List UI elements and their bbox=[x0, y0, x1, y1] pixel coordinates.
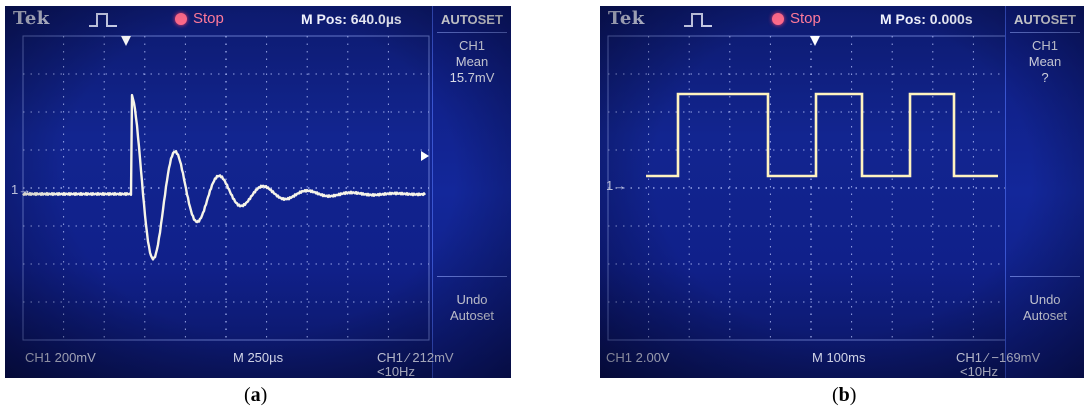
run-status: Stop bbox=[790, 10, 821, 27]
measure-type[interactable]: Mean bbox=[455, 54, 489, 69]
measure-value: 15.7mV bbox=[449, 70, 495, 85]
ground-marker: 1→ bbox=[606, 178, 627, 193]
trigger-level-icon bbox=[421, 151, 429, 161]
waveform-trace-b bbox=[646, 92, 998, 178]
timebase: M 250µs bbox=[233, 350, 284, 365]
caption-b: (b) bbox=[832, 384, 857, 406]
undo-autoset-label: Autoset bbox=[1022, 308, 1068, 323]
readout-bar-a: CH1 200mV M 250µs CH1 ∕ 212mV <10Hz bbox=[5, 344, 511, 378]
measure-value: ? bbox=[1041, 70, 1049, 85]
stop-indicator-icon bbox=[772, 13, 784, 25]
horizontal-position: M Pos: 0.000s bbox=[880, 11, 973, 27]
pulse-trigger-icon bbox=[89, 13, 117, 27]
menu-divider bbox=[437, 276, 507, 277]
trigger-frequency: <10Hz bbox=[960, 364, 998, 378]
menu-divider bbox=[1010, 32, 1080, 33]
undo-autoset-label: Autoset bbox=[449, 308, 495, 323]
measure-source[interactable]: CH1 bbox=[1031, 38, 1058, 53]
measure-source[interactable]: CH1 bbox=[458, 38, 485, 53]
brand-label: Tek bbox=[608, 8, 645, 29]
undo-autoset-button[interactable]: Undo bbox=[1029, 292, 1061, 307]
stop-indicator-icon bbox=[175, 13, 187, 25]
trigger-level: CH1 ∕ 212mV bbox=[377, 350, 454, 365]
menu-divider bbox=[437, 32, 507, 33]
brand-label: Tek bbox=[13, 8, 50, 29]
menu-title: AUTOSET bbox=[1014, 12, 1076, 27]
side-menu-a: AUTOSET CH1 Mean 15.7mV Undo Autoset bbox=[432, 6, 511, 378]
run-status: Stop bbox=[193, 10, 224, 27]
oscilloscope-photo-b: Tek Stop M Pos: 0.000s AUTOSET CH1 Mean … bbox=[600, 6, 1084, 378]
channel-scale: CH1 200mV bbox=[25, 350, 96, 365]
menu-title: AUTOSET bbox=[441, 12, 503, 27]
horizontal-position: M Pos: 640.0µs bbox=[301, 11, 402, 27]
trigger-level: CH1 ∕ −169mV bbox=[956, 350, 1041, 365]
readout-bar-b: CH1 2.00V M 100ms CH1 ∕ −169mV <10Hz bbox=[600, 344, 1084, 378]
timebase: M 100ms bbox=[812, 350, 866, 365]
side-menu-b: AUTOSET CH1 Mean ? Undo Autoset bbox=[1005, 6, 1084, 378]
caption-a: (a) bbox=[244, 384, 268, 406]
oscilloscope-photo-a: Tek Stop M Pos: 640.0µs AUTOSET CH1 Mean… bbox=[5, 6, 511, 378]
ground-marker: 1→ bbox=[11, 182, 32, 197]
waveform-trace-a bbox=[22, 93, 426, 261]
channel-scale: CH1 2.00V bbox=[606, 350, 670, 365]
trigger-frequency: <10Hz bbox=[377, 364, 415, 378]
menu-divider bbox=[1010, 276, 1080, 277]
measure-type[interactable]: Mean bbox=[1028, 54, 1062, 69]
pulse-trigger-icon bbox=[684, 13, 712, 27]
undo-autoset-button[interactable]: Undo bbox=[456, 292, 488, 307]
trigger-position-icon bbox=[121, 36, 131, 46]
